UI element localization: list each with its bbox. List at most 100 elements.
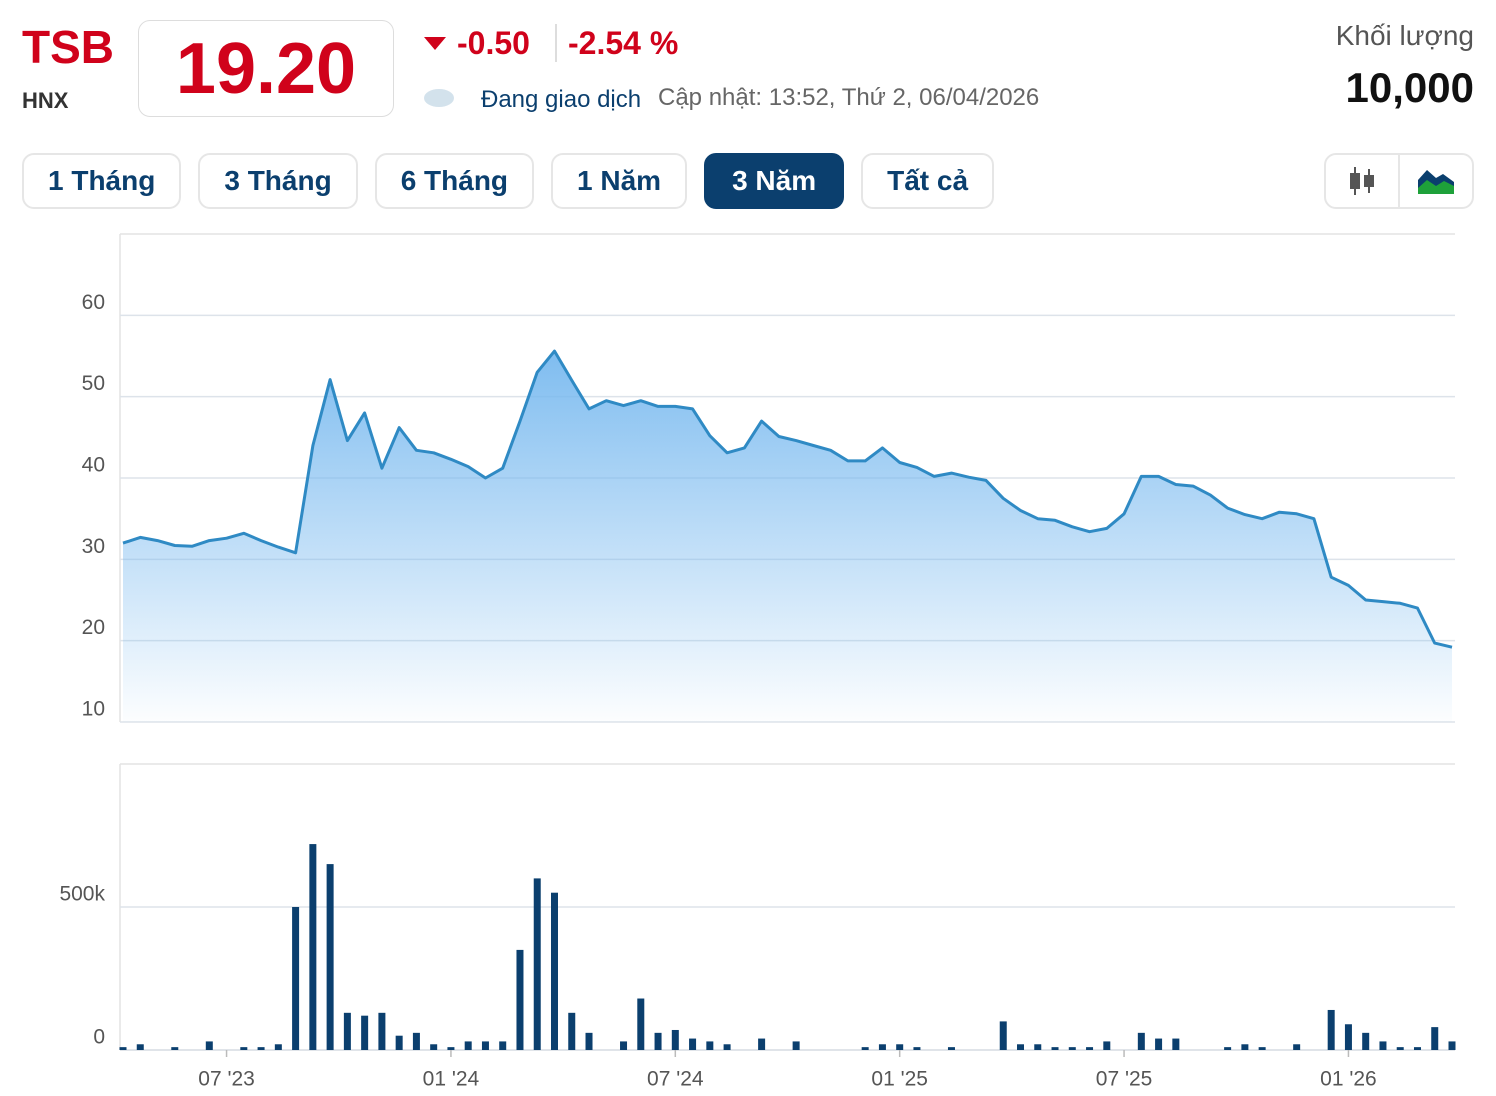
volume-bar (240, 1047, 248, 1050)
update-time: Cập nhật: 13:52, Thứ 2, 06/04/2026 (658, 84, 1040, 111)
volume-bar (1241, 1044, 1249, 1050)
status-dot (424, 89, 454, 107)
volume-bar (1396, 1047, 1404, 1050)
range-button[interactable]: 6 Tháng (374, 153, 535, 209)
price-change: -0.50 (457, 25, 530, 61)
range-button[interactable]: 3 Năm (704, 153, 845, 209)
volume-bar (896, 1044, 904, 1050)
volume-bar (1224, 1047, 1232, 1050)
volume-bar (395, 1035, 403, 1050)
range-button[interactable]: 3 Tháng (198, 153, 358, 209)
range-button[interactable]: 1 Năm (551, 153, 688, 209)
volume-bar (689, 1038, 697, 1050)
volume-bar (464, 1041, 472, 1050)
volume-bar (1327, 1009, 1335, 1050)
volume-bar (119, 1047, 127, 1050)
volume-bar (1172, 1038, 1180, 1050)
chart-type-toggle (1324, 153, 1474, 209)
volume-bar (1448, 1041, 1456, 1050)
volume-bar (309, 844, 317, 1050)
volume-bar (274, 1044, 282, 1050)
x-tick-label: 07 '25 (1096, 1068, 1153, 1091)
volume-bar (999, 1021, 1007, 1050)
ticker: TSB (22, 21, 114, 73)
volume-bar (1155, 1038, 1163, 1050)
volume-bar (706, 1041, 714, 1050)
volume-bar (1137, 1032, 1145, 1050)
area-button[interactable] (1398, 155, 1472, 207)
volume-bar (1103, 1041, 1111, 1050)
volume-bar (499, 1041, 507, 1050)
volume-label: Khối lượng (1335, 20, 1474, 51)
range-button[interactable]: 1 Tháng (22, 153, 182, 209)
volume-bar (1379, 1041, 1387, 1050)
volume-bar (326, 864, 334, 1050)
range-button[interactable]: Tất cả (861, 153, 995, 209)
x-tick-label: 07 '23 (198, 1068, 255, 1091)
volume-bar (1413, 1047, 1421, 1050)
x-tick-label: 01 '26 (1320, 1068, 1377, 1091)
candlestick-button[interactable] (1326, 155, 1398, 207)
volume-bar (412, 1032, 420, 1050)
volume-bar (620, 1041, 628, 1050)
down-arrow (424, 37, 446, 50)
y-tick-label: 40 (82, 454, 105, 477)
volume-bar (1034, 1044, 1042, 1050)
y2-tick-label: 0 (93, 1026, 105, 1049)
price: 19.20 (138, 20, 394, 117)
x-tick-label: 01 '24 (423, 1068, 480, 1091)
y-tick-label: 20 (82, 616, 105, 639)
volume-bar (792, 1041, 800, 1050)
area-fill (123, 351, 1452, 722)
volume-bar (1258, 1047, 1266, 1050)
volume-bar (861, 1047, 869, 1050)
volume-bar (550, 892, 558, 1050)
volume-bar (913, 1047, 921, 1050)
volume-bar (481, 1041, 489, 1050)
volume-bar (1017, 1044, 1025, 1050)
volume-bar (947, 1047, 955, 1050)
volume-bar (378, 1012, 386, 1050)
volume-bar (723, 1044, 731, 1050)
volume-bar (1086, 1047, 1094, 1050)
y2-tick-label: 500k (59, 883, 105, 906)
volume-bar (516, 949, 524, 1050)
area-icon (1418, 170, 1454, 194)
volume-bar (205, 1041, 213, 1050)
volume-bar (568, 1012, 576, 1050)
price-change-percent: -2.54 % (568, 25, 679, 61)
volume-bar (1431, 1027, 1439, 1050)
volume-bar (671, 1029, 679, 1050)
volume-bar (1344, 1024, 1352, 1050)
candlestick-icon (1350, 167, 1374, 195)
y-tick-label: 10 (82, 698, 105, 721)
volume-bar (654, 1032, 662, 1050)
volume-bar (430, 1044, 438, 1050)
volume-bar (447, 1047, 455, 1050)
volume-bar (136, 1044, 144, 1050)
trading-status: Đang giao dịch (481, 86, 642, 113)
volume-bar (343, 1012, 351, 1050)
volume-bar (292, 907, 300, 1050)
volume-bar (758, 1038, 766, 1050)
volume-bar (1051, 1047, 1059, 1050)
exchange: HNX (22, 88, 69, 113)
volume-bar (637, 998, 645, 1050)
volume-bar (257, 1047, 265, 1050)
y-tick-label: 30 (82, 535, 105, 558)
volume-bar (1293, 1044, 1301, 1050)
volume: 10,000 (1345, 64, 1474, 111)
volume-bar (171, 1047, 179, 1050)
price-line (122, 349, 1453, 649)
y-tick-label: 60 (82, 291, 105, 314)
separator (555, 24, 557, 62)
volume-bar (878, 1044, 886, 1050)
x-tick-label: 07 '24 (647, 1068, 704, 1091)
volume-bar (533, 878, 541, 1050)
y-tick-label: 50 (82, 372, 105, 395)
volume-bar (1362, 1032, 1370, 1050)
volume-bar (361, 1015, 369, 1050)
volume-bar (1068, 1047, 1076, 1050)
